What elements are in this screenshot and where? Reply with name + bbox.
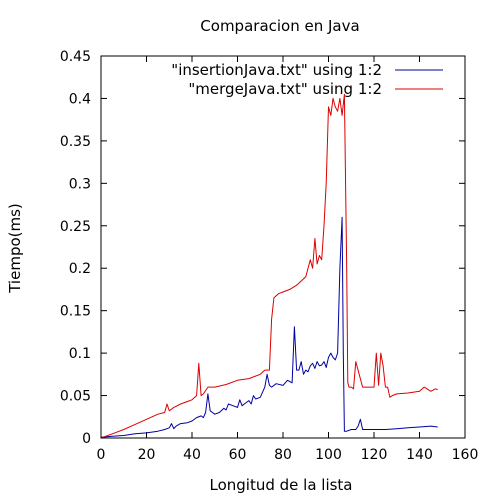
y-tick-label: 0.1 xyxy=(69,346,91,362)
x-tick-label: 0 xyxy=(97,447,106,463)
plot-frame xyxy=(100,55,466,439)
y-tick-label: 0.25 xyxy=(60,219,91,235)
x-tick-label: 140 xyxy=(406,447,433,463)
y-tick-label: 0.35 xyxy=(60,134,91,150)
legend-label: "mergeJava.txt" using 1:2 xyxy=(188,80,382,98)
tick-layer: 0 20 40 60 80 100 120 140 160 0 0.05 0.1 0.15 0.2 0.25… xyxy=(60,49,479,463)
legend: "insertionJava.txt" using 1:2"mergeJava.… xyxy=(171,61,443,98)
series-layer xyxy=(100,93,438,439)
chart-title: Comparacion en Java xyxy=(200,17,359,35)
x-tick-label: 100 xyxy=(315,447,342,463)
x-tick-label: 20 xyxy=(138,447,156,463)
series-line-merge xyxy=(100,93,438,439)
x-tick-label: 80 xyxy=(274,447,292,463)
y-tick-label: 0.2 xyxy=(69,261,91,277)
y-tick-label: 0.05 xyxy=(60,389,91,405)
series-line-insertion xyxy=(100,216,438,438)
y-tick-label: 0.45 xyxy=(60,49,91,65)
x-axis-label: Longitud de la lista xyxy=(209,476,352,494)
x-tick-label: 120 xyxy=(361,447,388,463)
y-axis-label: Tiempo(ms) xyxy=(6,203,24,294)
y-tick-label: 0 xyxy=(82,431,91,447)
x-tick-label: 160 xyxy=(452,447,479,463)
x-tick-label: 60 xyxy=(229,447,247,463)
x-tick-label: 40 xyxy=(183,447,201,463)
y-tick-label: 0.4 xyxy=(69,91,91,107)
y-tick-label: 0.3 xyxy=(69,176,91,192)
legend-label: "insertionJava.txt" using 1:2 xyxy=(171,61,382,79)
y-tick-label: 0.15 xyxy=(60,304,91,320)
